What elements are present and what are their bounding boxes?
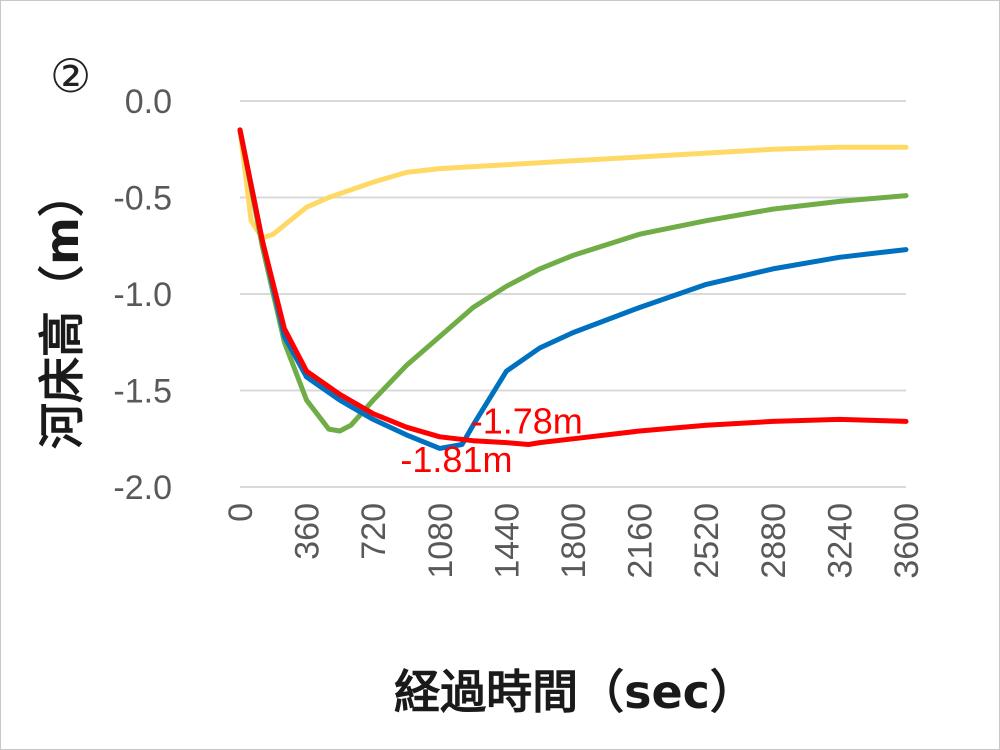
x-tick-label: 1440 xyxy=(488,503,526,579)
y-tick-labels: 0.0 -0.5 -1.0 -1.5 -2.0 xyxy=(113,83,172,507)
panel-label: ② xyxy=(50,49,91,103)
annotation-label: -1.81m xyxy=(400,439,512,480)
series-line-3 xyxy=(237,127,909,447)
series-line-2 xyxy=(237,127,909,451)
annotations: -1.81m-1.78m xyxy=(400,400,582,480)
y-tick-label: 0.0 xyxy=(125,83,172,121)
x-tick-labels: 0 360 720 1080 1440 1800 2160 2520 2880 3240 3600 xyxy=(222,503,926,579)
y-tick-label: -1.0 xyxy=(113,276,172,314)
x-tick-label: 1080 xyxy=(422,503,460,579)
x-tick-label: 2880 xyxy=(755,503,793,579)
x-tick-label: 2160 xyxy=(622,503,660,579)
y-tick-label: -1.5 xyxy=(113,373,172,411)
x-axis-title: 経過時間（sec） xyxy=(394,665,756,719)
series-lines xyxy=(237,127,909,451)
x-tick-label: 3600 xyxy=(888,503,926,579)
series-line-0 xyxy=(237,127,909,241)
x-tick-label: 360 xyxy=(289,503,327,560)
x-tick-label: 2520 xyxy=(688,503,726,579)
x-tick-label: 0 xyxy=(222,503,260,522)
annotation-label: -1.78m xyxy=(471,400,583,441)
y-tick-label: -2.0 xyxy=(113,469,172,507)
x-tick-label: 720 xyxy=(355,503,393,560)
gridlines xyxy=(240,100,906,488)
series-line-1 xyxy=(237,127,909,434)
x-tick-label: 1800 xyxy=(555,503,593,579)
y-axis-title: 河床高（m） xyxy=(35,171,89,449)
y-tick-label: -0.5 xyxy=(113,180,172,218)
x-tick-label: 3240 xyxy=(821,503,859,579)
